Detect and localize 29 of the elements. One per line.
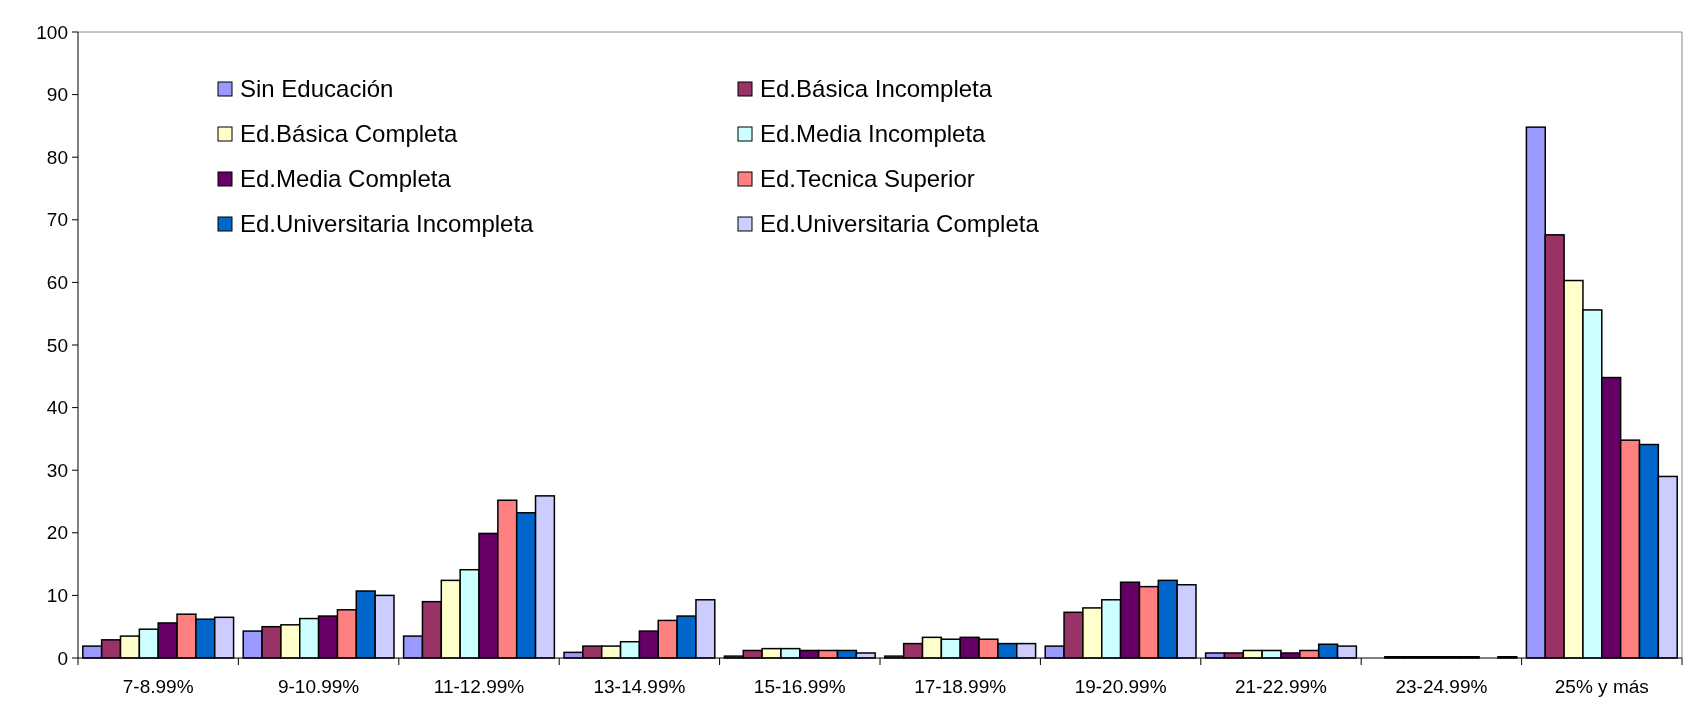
legend-label: Ed.Universitaria Incompleta <box>240 210 535 238</box>
legend-label: Ed.Media Completa <box>240 165 452 193</box>
y-tick-label: 20 <box>46 522 68 544</box>
x-tick-label: 25% y más <box>1554 676 1649 697</box>
x-tick-label: 19-20.99% <box>1074 676 1167 697</box>
x-tick-label: 15-16.99% <box>753 676 846 697</box>
y-tick-label: 40 <box>46 397 68 419</box>
y-tick-label: 70 <box>46 209 68 231</box>
x-tick-label: 23-24.99% <box>1395 676 1488 697</box>
y-tick-label: 60 <box>46 272 68 294</box>
x-tick-label: 9-10.99% <box>277 676 360 697</box>
legend-label: Ed.Básica Completa <box>240 120 459 148</box>
x-tick-label: 13-14.99% <box>593 676 686 697</box>
y-tick-label: 0 <box>57 647 68 669</box>
y-tick-label: 50 <box>46 334 68 356</box>
legend-label: Ed.Media Incompleta <box>760 120 987 148</box>
legend-label: Sin Educación <box>240 75 394 103</box>
legend-label: Ed.Universitaria Completa <box>760 210 1040 238</box>
y-tick-label: 90 <box>46 84 68 106</box>
x-tick-label: 7-8.99% <box>122 676 194 697</box>
y-tick-label: 80 <box>46 146 68 168</box>
x-tick-label: 21-22.99% <box>1235 676 1328 697</box>
x-tick-label: 11-12.99% <box>433 676 525 697</box>
y-tick-label: 30 <box>46 459 68 481</box>
y-tick-label: 10 <box>46 585 68 607</box>
x-tick-label: 17-18.99% <box>914 676 1007 697</box>
legend-label: Ed.Tecnica Superior <box>760 165 975 193</box>
legend-label: Ed.Básica Incompleta <box>760 75 993 103</box>
y-tick-label: 100 <box>36 21 68 43</box>
